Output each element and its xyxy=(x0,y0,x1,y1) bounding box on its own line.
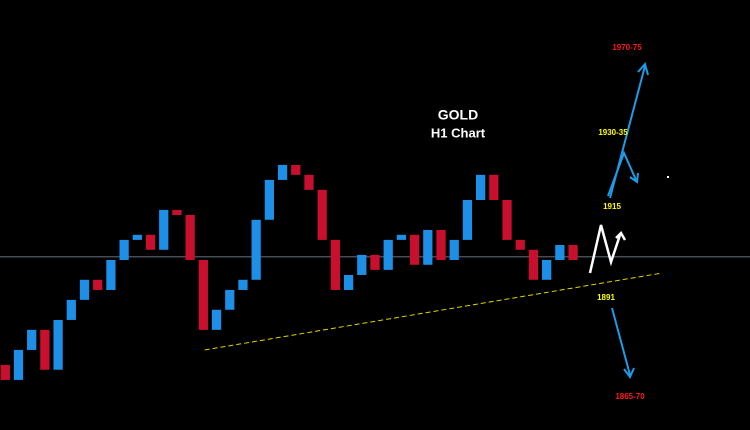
level-label: 1865-70 xyxy=(615,392,645,401)
candle xyxy=(436,229,446,260)
candle xyxy=(383,239,393,270)
candle xyxy=(106,259,116,290)
chart-subtitle: H1 Chart xyxy=(431,125,486,140)
candle xyxy=(542,259,552,280)
candle xyxy=(172,209,182,215)
candle xyxy=(40,329,50,370)
candle xyxy=(304,174,314,190)
candle xyxy=(0,364,10,380)
candle xyxy=(53,319,63,370)
candle xyxy=(291,164,301,175)
candle xyxy=(238,279,248,290)
candle xyxy=(159,209,169,250)
candle xyxy=(277,164,288,180)
candle xyxy=(317,189,327,240)
candle xyxy=(489,174,499,201)
level-label: 1930-35 xyxy=(598,128,628,137)
dot xyxy=(667,176,669,178)
candle xyxy=(211,309,222,330)
trendline xyxy=(204,272,663,351)
candle xyxy=(502,200,512,240)
candle xyxy=(13,349,24,380)
candle xyxy=(145,234,156,250)
level-label: 1891 xyxy=(597,293,615,302)
candle xyxy=(198,259,208,330)
candle xyxy=(27,329,37,350)
candle xyxy=(462,200,473,240)
level-label: 1915 xyxy=(603,202,621,211)
candle xyxy=(515,239,525,250)
arrow-up-near xyxy=(607,150,639,197)
candle xyxy=(264,179,274,220)
candle xyxy=(476,174,486,201)
candle xyxy=(251,219,261,280)
candle xyxy=(449,239,459,260)
candle xyxy=(119,239,129,260)
arrow-down xyxy=(611,307,635,379)
candle xyxy=(79,279,90,300)
candle xyxy=(225,289,235,310)
candle xyxy=(132,234,142,240)
candle xyxy=(396,234,407,240)
candle xyxy=(185,215,195,260)
candle xyxy=(93,279,103,290)
candle xyxy=(409,234,420,265)
candle xyxy=(423,229,433,265)
candle xyxy=(568,244,578,260)
candle xyxy=(343,274,354,290)
candle xyxy=(370,254,380,270)
level-label: 1970-75 xyxy=(612,43,642,52)
candle xyxy=(555,244,565,260)
candle xyxy=(330,239,341,290)
candle xyxy=(357,254,367,275)
candle xyxy=(66,299,76,320)
arrows xyxy=(607,61,649,379)
candle xyxy=(528,249,539,280)
zigzag xyxy=(588,224,627,274)
chart-title: GOLD xyxy=(438,107,478,123)
